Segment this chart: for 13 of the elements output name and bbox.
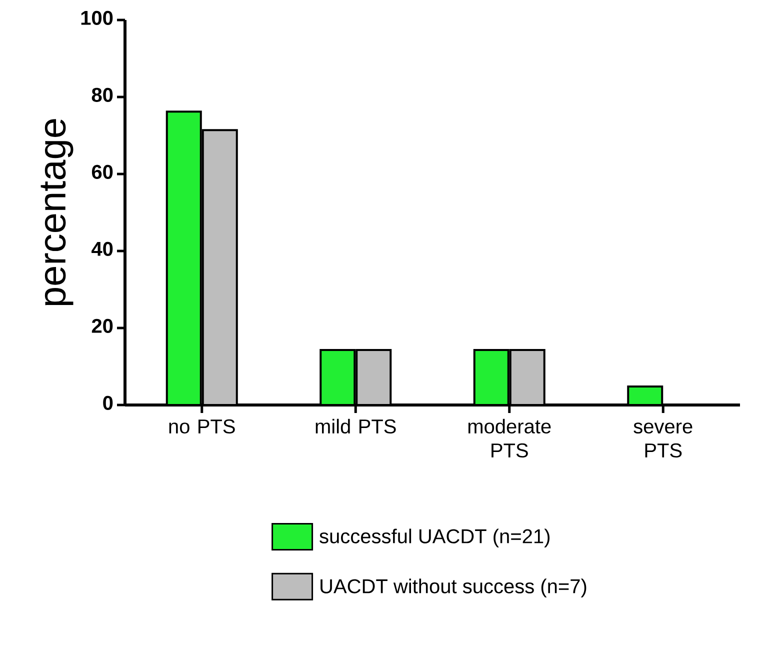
legend-label: successful UACDT (n=21) (320, 528, 550, 548)
y-tick-label: 100 (81, 10, 113, 25)
x-tick-label: moderate PTS (468, 418, 551, 458)
legend-label: UACDT without success (n=7) (320, 578, 586, 598)
y-tick-label: 60 (92, 164, 113, 179)
x-tick-label: mild PTS (316, 418, 396, 434)
y-axis-title: percentage (40, 119, 74, 306)
x-tick-label: no PTS (169, 419, 235, 434)
y-tick-label: 80 (92, 88, 113, 102)
x-tick-label: severe PTS (634, 422, 692, 458)
y-tick-label: 20 (92, 318, 113, 333)
y-tick-label: 40 (92, 242, 113, 256)
y-tick-label: 0 (103, 396, 113, 410)
